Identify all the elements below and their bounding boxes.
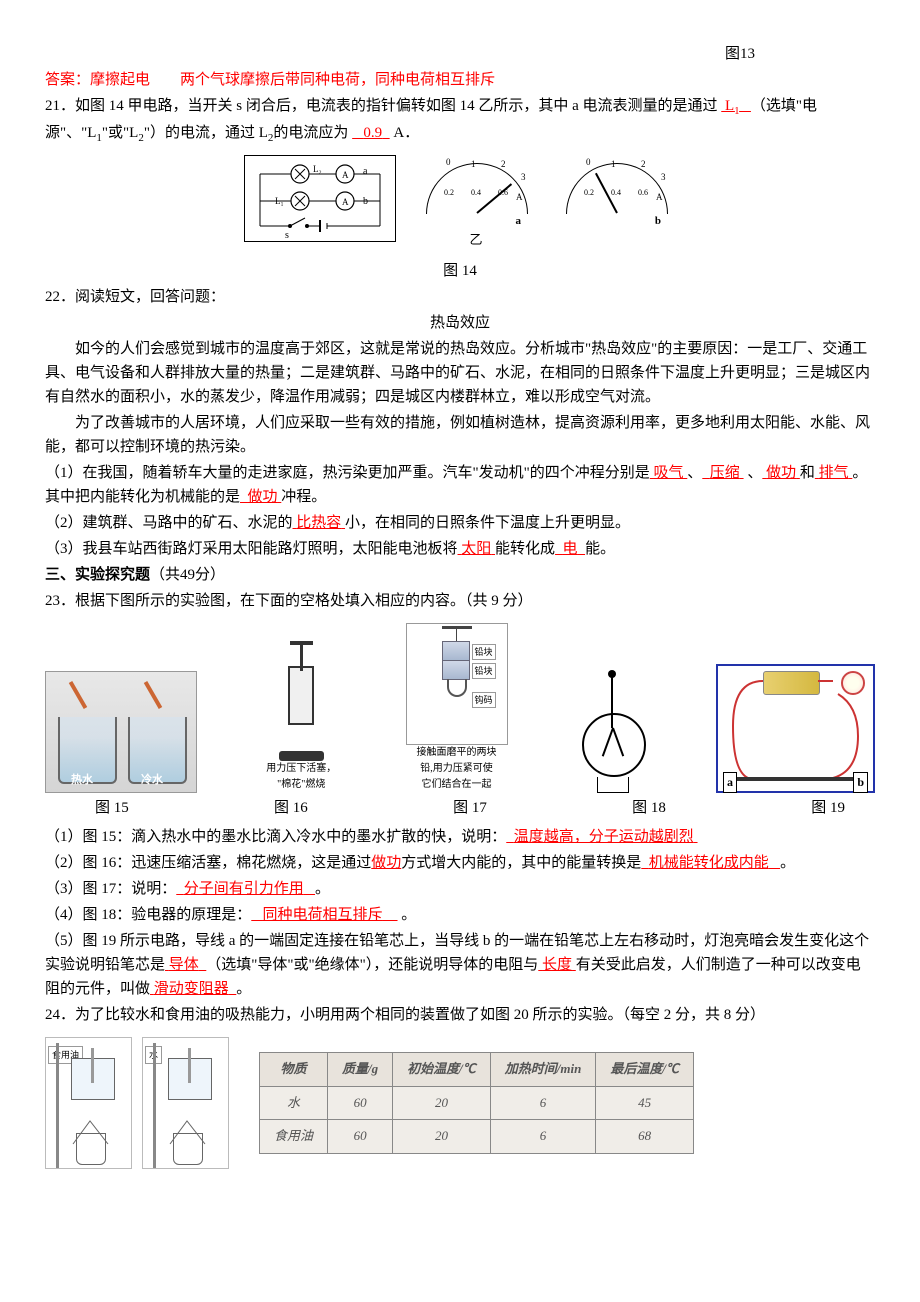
q24-data-table: 物质质量/g初始温度/℃加热时间/min最后温度/℃ 水6020645食用油60… (259, 1052, 694, 1154)
table-cell: 6 (490, 1086, 596, 1120)
q23-s4: （4）图 18：验电器的原理是： 同种电荷相互排斥 。 (45, 903, 875, 927)
table-header: 质量/g (328, 1052, 393, 1086)
ans20-a1: 摩擦起电 (90, 72, 150, 88)
fig19-pencil-circuit: a b (716, 664, 875, 793)
table-cell: 20 (393, 1086, 491, 1120)
q23-num: 23．根据下图所示的实验图，在下面的空格处填入相应的内容。（共 9 分） (45, 589, 875, 613)
q23-b3: 机械能转化成内能 (641, 855, 780, 871)
fig15-beakers: 热水 冷水 (45, 671, 197, 793)
q23-b7: 长度 (538, 957, 576, 973)
meter-a: 1 0 2 3 0.2 0.4 0.6 A a 乙 (416, 155, 536, 251)
experiment-figures: 热水 冷水 用力压下活塞， "棉花"燃烧 铅块 铅块 钩码 接触面磨平的两块 铅… (45, 623, 875, 793)
q23-b8: 滑动变阻器 (150, 981, 236, 997)
q21-a: 21．如图 14 甲电路，当开关 s 闭合后，电流表的指针偏转如图 14 乙所示… (45, 98, 718, 114)
q23-b4: 分子间有引力作用 (176, 881, 315, 897)
table-cell: 45 (596, 1086, 694, 1120)
section3-title: 三、实验探究题（共49分） (45, 563, 875, 587)
cap15: 图 15 (95, 796, 129, 820)
q22-sub3: （3）我县车站西街路灯采用太阳能路灯照明，太阳能电池板将 太阳 能转化成 电 能… (45, 537, 875, 561)
q22-sub1: （1）在我国，随着轿车大量的走进家庭，热污染更加严重。汽车"发动机"的四个冲程分… (45, 461, 875, 509)
table-row: 水6020645 (260, 1086, 694, 1120)
fig17-lead: 铅块 铅块 钩码 接触面磨平的两块 铅,用力压紧可使 它们结合在一起 (406, 623, 508, 793)
fig-captions-row: 图 15 图 16 图 17 图 18 图 19 (45, 796, 875, 820)
q22-b4: 排气 (815, 465, 853, 481)
table-header: 物质 (260, 1052, 328, 1086)
answer-20: 答案：摩擦起电 两个气球摩擦后带同种电荷，同种电荷相互排斥 (45, 68, 875, 92)
q22-p1: 如今的人们会感觉到城市的温度高于郊区，这就是常说的热岛效应。分析城市"热岛效应"… (45, 337, 875, 409)
q23-s5: （5）图 19 所示电路，导线 a 的一端固定连接在铅笔芯上，当导线 b 的一端… (45, 929, 875, 1001)
table-header: 初始温度/℃ (393, 1052, 491, 1086)
apparatus-water: 水 (142, 1037, 229, 1169)
table-header: 最后温度/℃ (596, 1052, 694, 1086)
q23-b5: 同种电荷相互排斥 (251, 907, 397, 923)
fig13-label: 图13 (45, 42, 875, 66)
svg-text:A: A (342, 170, 349, 180)
apparatus-oil: 食用油 (45, 1037, 132, 1169)
q21-blank2: 0.9 (352, 125, 390, 141)
fig18-electroscope (572, 673, 652, 793)
table-header: 加热时间/min (490, 1052, 596, 1086)
table-cell: 水 (260, 1086, 328, 1120)
table-cell: 6 (490, 1120, 596, 1154)
q22-b1: 吸气 (650, 465, 688, 481)
q22-sub2: （2）建筑群、马路中的矿石、水泥的 比热容 小，在相同的日照条件下温度上升更明显… (45, 511, 875, 535)
table-row: 食用油6020668 (260, 1120, 694, 1154)
fig14-row: L₂ A a L₁ A b (45, 155, 875, 251)
svg-text:a: a (363, 166, 368, 177)
q22-b3: 做功 (762, 465, 800, 481)
table-cell: 60 (328, 1086, 393, 1120)
table-cell: 食用油 (260, 1120, 328, 1154)
q23-s3: （3）图 17：说明： 分子间有引力作用 。 (45, 877, 875, 901)
q24-figure-table: 食用油 水 物质质量/g初始温度/℃加热时间/min最后温度/℃ 水602064… (45, 1037, 875, 1169)
q21-text: 21．如图 14 甲电路，当开关 s 闭合后，电流表的指针偏转如图 14 乙所示… (45, 94, 875, 147)
cap18: 图 18 (632, 796, 666, 820)
q23-b6: 导体 (165, 957, 206, 973)
cap19: 图 19 (811, 796, 845, 820)
cap17: 图 17 (453, 796, 487, 820)
q23-b1: 温度越高，分子运动越剧烈 (506, 829, 697, 845)
q22-num: 22．阅读短文，回答问题： (45, 285, 875, 309)
svg-text:A: A (342, 197, 349, 207)
table-cell: 60 (328, 1120, 393, 1154)
svg-text:s: s (285, 230, 289, 241)
q23-s1: （1）图 15：滴入热水中的墨水比滴入冷水中的墨水扩散的快，说明： 温度越高，分… (45, 825, 875, 849)
ans20-a2: 两个气球摩擦后带同种电荷，同种电荷相互排斥 (180, 72, 495, 88)
cap16: 图 16 (274, 796, 308, 820)
q22-b6: 比热容 (293, 515, 346, 531)
table-cell: 20 (393, 1120, 491, 1154)
fig14-caption: 图 14 (45, 259, 875, 283)
q22-b7: 太阳 (458, 541, 496, 557)
q24-num: 24．为了比较水和食用油的吸热能力，小明用两个相同的装置做了如图 20 所示的实… (45, 1003, 875, 1027)
q22-b5: 做功 (240, 489, 281, 505)
q22-title: 热岛效应 (45, 311, 875, 335)
q22-p2: 为了改善城市的人居环境，人们应采取一些有效的措施，例如植树造林，提高资源利用率，… (45, 411, 875, 459)
svg-text:L₂: L₂ (313, 164, 322, 174)
q22-b2: 压缩 (702, 465, 743, 481)
fig16-piston: 用力压下活塞， "棉花"燃烧 (261, 641, 341, 793)
ans-prefix: 答案： (45, 72, 90, 88)
q23-s2: （2）图 16：迅速压缩活塞，棉花燃烧，这是通过做功方式增大内能的，其中的能量转… (45, 851, 875, 875)
table-cell: 68 (596, 1120, 694, 1154)
q21-blank1: L1 (721, 98, 751, 114)
circuit-diagram: L₂ A a L₁ A b (244, 155, 396, 251)
meter-b: 1 0 2 3 0.2 0.4 0.6 A b (556, 155, 676, 251)
q23-b2: 做功 (371, 855, 401, 871)
q22-b8: 电 (555, 541, 585, 557)
